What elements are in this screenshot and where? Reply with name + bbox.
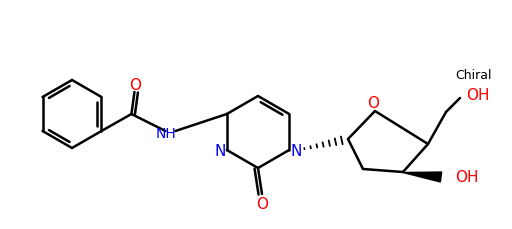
Text: N: N xyxy=(214,143,225,158)
Text: O: O xyxy=(256,197,268,212)
Polygon shape xyxy=(403,172,442,182)
Text: N: N xyxy=(290,143,302,158)
Text: O: O xyxy=(130,77,141,92)
Text: NH: NH xyxy=(156,126,177,140)
Text: Chiral: Chiral xyxy=(456,68,492,81)
Text: OH: OH xyxy=(455,170,479,185)
Text: OH: OH xyxy=(466,87,489,102)
Text: O: O xyxy=(367,95,379,110)
